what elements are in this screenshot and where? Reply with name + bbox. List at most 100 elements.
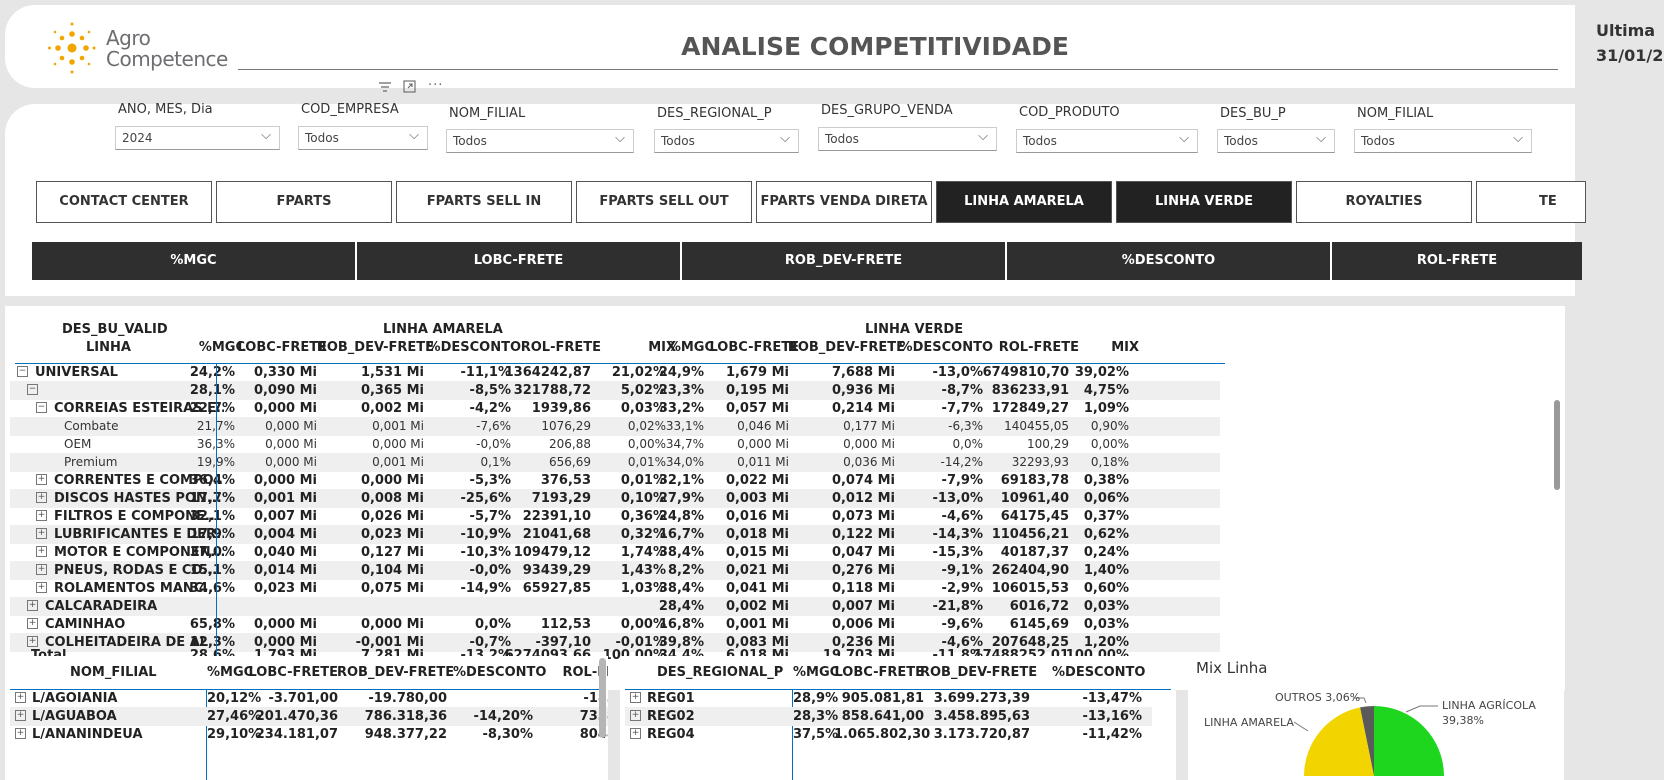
expand-icon[interactable]: + <box>27 618 38 629</box>
filter-select-bu[interactable]: Todos ⌵ <box>1217 129 1335 153</box>
column-header[interactable]: ROB_DEV-FRETE <box>316 340 434 355</box>
column-header[interactable]: LOBC-FRETE <box>709 340 799 355</box>
pie-svg <box>1293 697 1444 776</box>
regional-table: DES_REGIONAL_P %MGC LOBC-FRETE ROB_DEV-FRET… <box>620 656 1176 780</box>
value-cell: 0,36% <box>620 509 666 524</box>
tab-linha-verde[interactable]: LINHA VERDE <box>1116 181 1292 223</box>
filter-select-cod-empresa[interactable]: Todos ⌵ <box>298 126 428 150</box>
column-header[interactable]: %DESCONTO <box>453 665 547 680</box>
column-header[interactable]: NOM_FILIAL <box>70 665 157 680</box>
collapse-icon[interactable]: − <box>36 402 47 413</box>
expand-icon[interactable]: + <box>36 492 47 503</box>
filter-select-grupo-venda[interactable]: Todos ⌵ <box>818 127 997 151</box>
column-header[interactable]: %MGC <box>198 340 245 355</box>
expand-icon[interactable]: + <box>36 582 47 593</box>
pie-slice-linha-amarela[interactable] <box>1304 707 1374 776</box>
expand-icon[interactable]: + <box>15 692 26 703</box>
value-cell: -7,6% <box>476 419 511 433</box>
column-header[interactable]: %DESCONTO <box>899 340 993 355</box>
value-cell: 0,00% <box>627 437 666 451</box>
value-cell: -7,7% <box>941 401 983 416</box>
tab-fparts[interactable]: FPARTS <box>216 181 392 223</box>
column-header[interactable]: ROL-FRE <box>562 665 608 680</box>
value-cell: 0,276 Mi <box>831 563 895 578</box>
filter-label-cod-empresa: COD_EMPRESA <box>301 102 399 117</box>
column-header[interactable]: %MGC <box>667 340 714 355</box>
value-cell: 0,1% <box>480 455 512 469</box>
brand-name: Agro Competence <box>106 28 228 70</box>
page-scrollbar[interactable] <box>1554 400 1560 490</box>
filter-select-cod-produto[interactable]: Todos ⌵ <box>1016 129 1198 153</box>
value-cell: -0,001 Mi <box>355 635 424 650</box>
focus-mode-icon[interactable] <box>403 80 416 93</box>
value-cell: 0,007 Mi <box>253 509 317 524</box>
expand-icon[interactable]: + <box>36 564 47 575</box>
expand-icon[interactable]: + <box>36 528 47 539</box>
column-header[interactable]: %MGC <box>793 665 840 680</box>
filter-select-nom-filial-2[interactable]: Todos ⌵ <box>1354 129 1532 153</box>
pie-slice-linha-agricola[interactable] <box>1374 706 1444 776</box>
expand-icon[interactable]: + <box>15 728 26 739</box>
value-cell: -14,3% <box>932 527 984 542</box>
value-cell: 0,0% <box>474 617 511 632</box>
tab-partial[interactable]: TE <box>1476 181 1586 223</box>
column-header[interactable]: MIX <box>1111 340 1139 355</box>
column-header[interactable]: %DESCONTO <box>427 340 521 355</box>
value-cell: -14,20% <box>473 709 533 724</box>
column-header[interactable]: ROB_DEV-FRETE <box>337 665 455 680</box>
value-cell: 0,236 Mi <box>831 635 895 650</box>
filial-scrollbar[interactable] <box>599 658 606 738</box>
more-options-icon[interactable]: ··· <box>428 78 444 93</box>
column-header[interactable]: LOBC-FRETE <box>248 665 338 680</box>
value-cell: 36,4% <box>189 473 235 488</box>
tab-contact-center[interactable]: CONTACT CENTER <box>36 181 212 223</box>
column-header[interactable]: ROL-FRETE <box>998 340 1079 355</box>
filter-label-nom-filial-2: NOM_FILIAL <box>1357 106 1434 121</box>
expand-icon[interactable]: + <box>36 474 47 485</box>
collapse-icon[interactable]: − <box>27 384 38 395</box>
value-cell: -13,47% <box>1082 691 1142 706</box>
filter-select-regional[interactable]: Todos ⌵ <box>654 129 799 153</box>
value-cell: 0,041 Mi <box>725 581 789 596</box>
column-header[interactable]: %MGC <box>207 665 254 680</box>
value-cell: 65927,85 <box>522 581 591 596</box>
column-header[interactable]: ROB_DEV-FRETE <box>920 665 1038 680</box>
column-header[interactable]: ROL-FRETE <box>520 340 601 355</box>
last-update-date: 31/01/2 <box>1596 46 1664 65</box>
tab-fparts-venda-direta[interactable]: FPARTS VENDA DIRETA <box>756 181 932 223</box>
expand-icon[interactable]: + <box>630 692 641 703</box>
value-cell: 39,8% <box>658 635 704 650</box>
column-header[interactable]: DES_REGIONAL_P <box>657 665 784 680</box>
value-cell: 262404,90 <box>991 563 1069 578</box>
value-cell: 21,7% <box>197 419 235 433</box>
value-cell: 0,62% <box>1083 527 1129 542</box>
expand-icon[interactable]: + <box>630 728 641 739</box>
expand-icon[interactable]: + <box>27 600 38 611</box>
value-cell: 3.699.273,39 <box>933 691 1030 706</box>
value-cell: 15,1% <box>189 563 235 578</box>
pie-slice-outros[interactable] <box>1360 705 1374 776</box>
expand-icon[interactable]: + <box>36 546 47 557</box>
filter-select-date[interactable]: 2024 ⌵ <box>115 126 280 150</box>
tab-fparts-sell-in[interactable]: FPARTS SELL IN <box>396 181 572 223</box>
expand-icon[interactable]: + <box>630 710 641 721</box>
column-header[interactable]: %DESCONTO <box>1052 665 1146 680</box>
expand-icon[interactable]: + <box>15 710 26 721</box>
filter-select-nom-filial[interactable]: Todos ⌵ <box>446 129 634 153</box>
collapse-icon[interactable]: − <box>17 366 28 377</box>
tab-fparts-sell-out[interactable]: FPARTS SELL OUT <box>576 181 752 223</box>
column-header[interactable]: ROB_DEV-FRETE <box>787 340 905 355</box>
value-cell: -0,01% <box>615 635 667 650</box>
value-cell: -4,2% <box>469 401 511 416</box>
expand-icon[interactable]: + <box>36 510 47 521</box>
column-header[interactable]: LOBC-FRETE <box>237 340 327 355</box>
value-cell: 65,8% <box>189 617 235 632</box>
filter-icon[interactable] <box>378 81 392 93</box>
tab-royalties[interactable]: ROYALTIES <box>1296 181 1472 223</box>
column-header[interactable]: MIX <box>648 340 676 355</box>
expand-icon[interactable]: + <box>27 636 38 647</box>
tab-linha-amarela[interactable]: LINHA AMARELA <box>936 181 1112 223</box>
value-cell: -4,6% <box>941 509 983 524</box>
value-cell: 0,37% <box>1083 509 1129 524</box>
column-header[interactable]: LOBC-FRETE <box>834 665 924 680</box>
